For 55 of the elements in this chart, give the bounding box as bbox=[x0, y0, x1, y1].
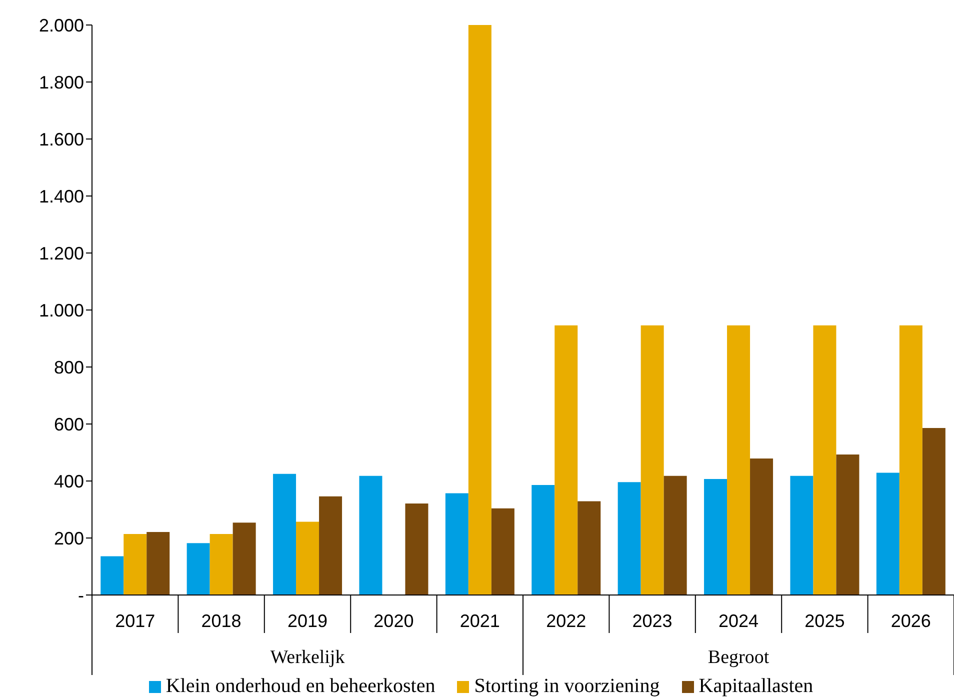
bar bbox=[899, 325, 922, 595]
legend-label: Kapitaallasten bbox=[698, 675, 814, 698]
bar bbox=[186, 543, 210, 595]
y-tick-label: 200 bbox=[54, 528, 84, 548]
x-tick-label: 2018 bbox=[201, 611, 242, 631]
bar bbox=[790, 476, 814, 595]
x-tick-label: 2019 bbox=[287, 611, 328, 631]
bar bbox=[664, 476, 687, 595]
bar bbox=[491, 508, 514, 595]
bar bbox=[445, 493, 468, 595]
y-tick-label: 1.400 bbox=[38, 186, 84, 206]
y-tick-label: - bbox=[78, 585, 84, 606]
bar bbox=[640, 325, 664, 595]
x-tick-label: 2022 bbox=[546, 611, 586, 631]
y-tick-label: 600 bbox=[54, 414, 84, 434]
x-tick-label: 2021 bbox=[460, 611, 500, 631]
x-tick-label: 2023 bbox=[632, 611, 672, 631]
bar bbox=[405, 504, 428, 595]
bar bbox=[468, 25, 492, 595]
bar bbox=[618, 482, 641, 595]
y-tick-label: 400 bbox=[54, 471, 84, 492]
x-tick-label: 2020 bbox=[374, 611, 414, 631]
bar bbox=[532, 484, 555, 595]
text: Begroot bbox=[708, 647, 770, 668]
bar bbox=[359, 476, 382, 595]
legend-label: Storting in voorziening bbox=[473, 675, 660, 698]
bar bbox=[124, 534, 147, 595]
bar bbox=[296, 522, 320, 595]
x-tick-label: 2025 bbox=[804, 611, 845, 631]
legend-label: Klein onderhoud en beheerkosten bbox=[164, 675, 436, 698]
y-tick-label: 1.000 bbox=[38, 300, 84, 320]
bar bbox=[210, 534, 233, 595]
bar bbox=[750, 458, 774, 595]
bar bbox=[146, 532, 170, 595]
bar bbox=[232, 522, 256, 595]
bar bbox=[554, 325, 578, 595]
x-tick-label: 2024 bbox=[718, 611, 759, 631]
y-tick-label: 1.800 bbox=[38, 72, 84, 92]
text: Werkelijk bbox=[270, 647, 346, 668]
bar bbox=[578, 501, 601, 595]
bar bbox=[273, 474, 296, 595]
bar bbox=[836, 454, 860, 595]
x-tick-label: 2026 bbox=[890, 611, 931, 631]
y-tick-label: 2.000 bbox=[38, 15, 84, 36]
y-tick-label: 800 bbox=[54, 357, 84, 378]
bar bbox=[813, 325, 836, 595]
x-tick-label: 2017 bbox=[115, 611, 156, 631]
y-tick-label: 1.600 bbox=[38, 129, 84, 150]
bar bbox=[727, 325, 750, 595]
bar bbox=[704, 479, 728, 595]
bar bbox=[876, 472, 900, 595]
bar bbox=[100, 556, 124, 595]
y-tick-label: 1.200 bbox=[38, 243, 84, 264]
bar bbox=[922, 428, 946, 595]
bar bbox=[319, 496, 342, 595]
